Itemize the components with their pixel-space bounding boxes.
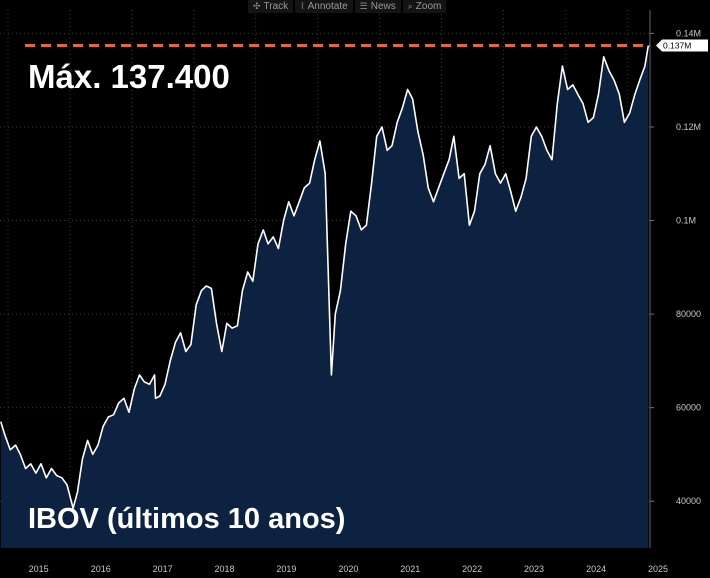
zoom-icon: ⌕ bbox=[407, 1, 413, 11]
price-area bbox=[0, 45, 649, 548]
x-tick-label: 2023 bbox=[524, 564, 544, 574]
crosshair-icon: ✣ bbox=[253, 1, 261, 11]
news-label: News bbox=[370, 1, 396, 12]
zoom-button[interactable]: ⌕ Zoom bbox=[402, 0, 447, 13]
y-tick-label: 40000 bbox=[676, 496, 701, 506]
x-tick-label: 2018 bbox=[214, 564, 234, 574]
chart-toolbar: ✣ Track ⌇ Annotate ☰ News ⌕ Zoom bbox=[248, 0, 447, 13]
news-button[interactable]: ☰ News bbox=[354, 0, 401, 13]
track-label: Track bbox=[263, 1, 289, 12]
y-tick-label: 80000 bbox=[676, 309, 701, 319]
x-axis: 2015 2016 2017 2018 2019 2020 2021 2022 2023 2024… bbox=[29, 564, 668, 574]
x-tick-label: 2017 bbox=[153, 564, 173, 574]
x-tick-label: 2022 bbox=[462, 564, 482, 574]
y-tick-label: 0.12M bbox=[676, 122, 701, 132]
news-icon: ☰ bbox=[359, 1, 368, 11]
annotate-button[interactable]: ⌇ Annotate bbox=[295, 0, 353, 13]
x-tick-label: 2016 bbox=[91, 564, 111, 574]
zoom-label: Zoom bbox=[415, 1, 442, 12]
x-tick-label: 2015 bbox=[29, 564, 49, 574]
series-annotation: IBOV (últimos 10 anos) bbox=[28, 503, 346, 535]
x-tick-label: 2024 bbox=[586, 564, 606, 574]
max-annotation: Máx. 137.400 bbox=[28, 58, 230, 95]
last-value-marker: 0.137M bbox=[656, 39, 708, 52]
last-value-label: 0.137M bbox=[663, 41, 691, 51]
y-axis: 40000 60000 80000 0.1M 0.12M 0.14M bbox=[650, 28, 701, 506]
x-tick-label: 2025 bbox=[648, 564, 668, 574]
y-tick-label: 60000 bbox=[676, 403, 701, 413]
price-line bbox=[0, 45, 650, 509]
last-value-badge bbox=[656, 39, 708, 52]
track-button[interactable]: ✣ Track bbox=[248, 0, 294, 13]
annotate-label: Annotate bbox=[307, 1, 348, 12]
annotate-icon: ⌇ bbox=[300, 1, 305, 11]
x-tick-label: 2020 bbox=[338, 564, 358, 574]
x-tick-label: 2019 bbox=[276, 564, 296, 574]
y-tick-label: 0.1M bbox=[676, 216, 696, 226]
x-tick-label: 2021 bbox=[400, 564, 420, 574]
y-tick-label: 0.14M bbox=[676, 28, 701, 38]
